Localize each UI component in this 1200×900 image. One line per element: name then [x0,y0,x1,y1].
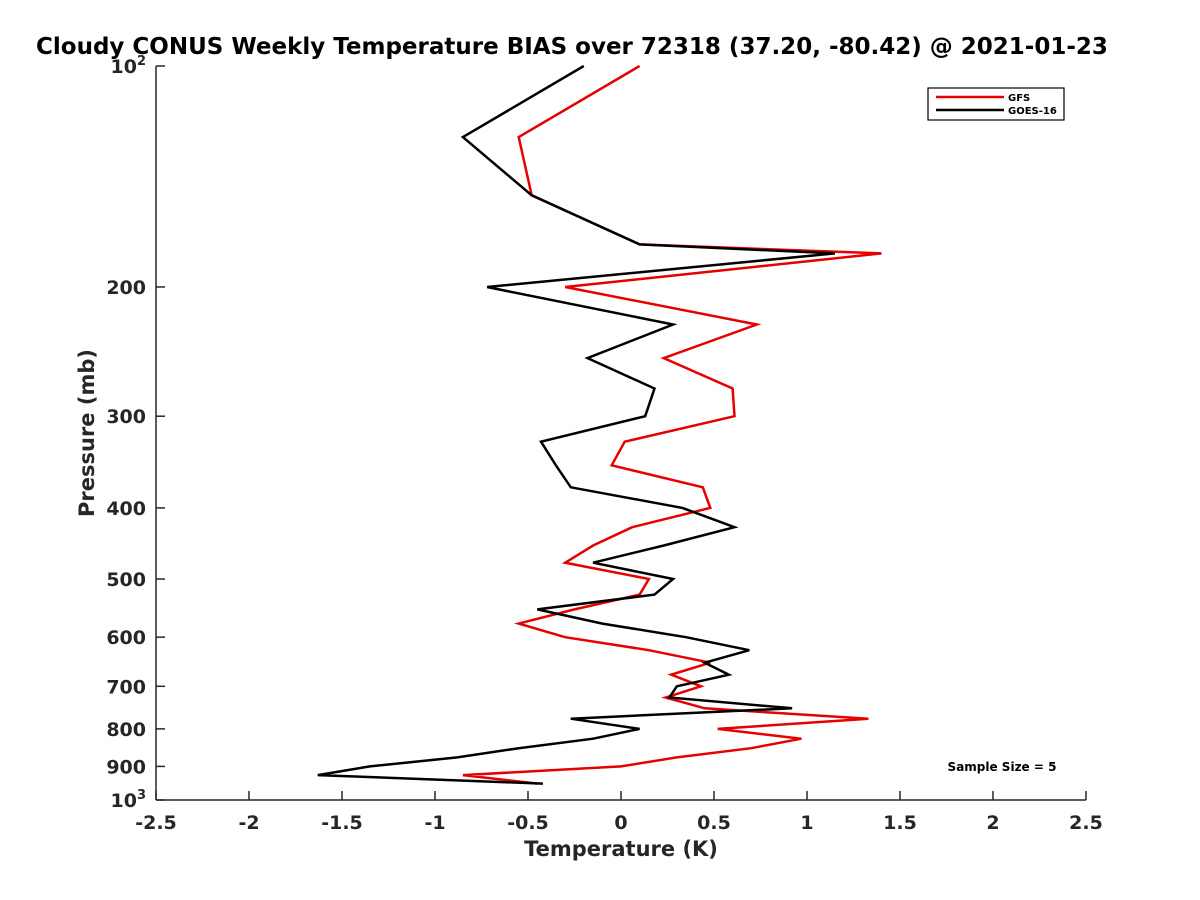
y-tick-label: 500 [106,569,146,591]
x-tick-label: 2 [986,812,999,834]
x-tick-label: 2.5 [1069,812,1103,834]
legend-label-gfs: GFS [1008,93,1030,104]
series-line-goes16 [317,64,836,785]
y-axis-label: Pressure (mb) [75,349,99,517]
sample-size-annotation: Sample Size = 5 [948,760,1057,774]
x-tick-label: 0 [614,812,627,834]
x-tick-label: -1 [424,812,445,834]
y-tick-label: 800 [106,719,146,741]
x-tick-label: 0.5 [697,812,731,834]
x-tick-label: -2 [238,812,259,834]
y-tick-label: 900 [106,756,146,778]
y-tick-label: 700 [106,676,146,698]
x-tick-label: -2.5 [135,812,177,834]
y-tick-label: 300 [106,406,146,428]
x-tick-label: 1.5 [883,812,917,834]
x-tick-label: 1 [800,812,813,834]
x-axis-label: Temperature (K) [524,837,718,861]
x-tick-label: -0.5 [507,812,549,834]
x-axis-ticks: -2.5 -2 -1.5 -1 -0.5 0 0.5 1 1.5 2 2.5 [135,791,1103,834]
y-tick-label: 200 [106,277,146,299]
y-axis-ticks: 102 200 300 400 500 600 700 800 900 103 [106,54,165,812]
series-layer [317,64,882,785]
y-tick-label: 102 [111,54,147,78]
legend-box [927,87,1065,121]
x-tick-label: -1.5 [321,812,363,834]
y-tick-label: 400 [106,498,146,520]
y-tick-label: 600 [106,627,146,649]
legend-label-goes16: GOES-16 [1008,106,1057,117]
series-line-gfs [462,64,882,785]
plot-area: -2.5 -2 -1.5 -1 -0.5 0 0.5 1 1.5 2 2.5 102 200 300 40… [106,54,1103,834]
chart-title: Cloudy CONUS Weekly Temperature BIAS ove… [36,34,1108,60]
y-tick-label: 103 [111,788,147,812]
legend: GFS GOES-16 [927,87,1065,121]
